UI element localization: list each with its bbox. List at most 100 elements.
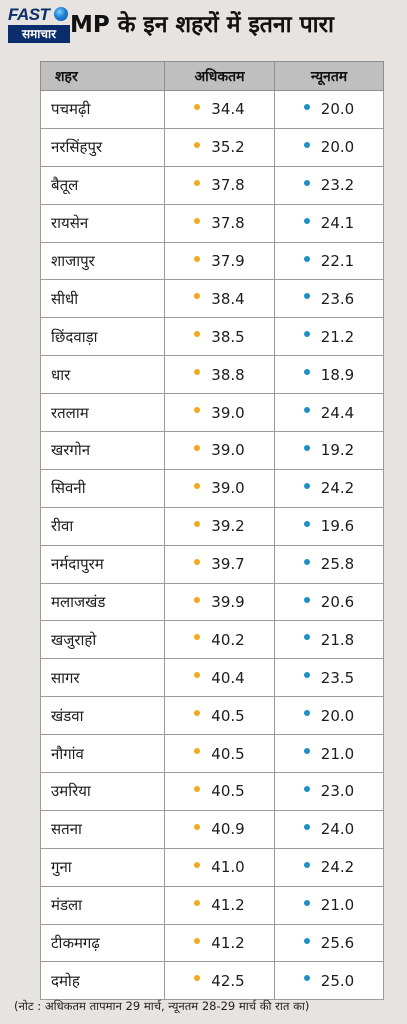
min-temp-value: 21.2 <box>320 327 355 346</box>
min-temp-cell: 24.0 <box>274 809 384 849</box>
min-temp-value: 21.0 <box>320 896 355 915</box>
max-temp-cell: 37.9 <box>164 241 275 281</box>
max-temp-cell: 39.0 <box>164 393 275 433</box>
city-cell: गुना <box>40 847 165 887</box>
max-temp-value: 40.2 <box>211 630 245 649</box>
brand-logo: FAST समाचार <box>8 6 70 46</box>
max-temp-value: 39.0 <box>211 479 245 498</box>
min-temp-value: 23.5 <box>320 668 355 687</box>
city-cell: टीकमगढ़ <box>40 923 165 963</box>
table-row: नरसिंहपुर 35.2 20.0 <box>40 127 384 167</box>
max-temp-cell: 38.8 <box>164 355 275 395</box>
city-cell: सिवनी <box>40 468 165 508</box>
orange-dot-icon <box>194 217 201 224</box>
city-cell: सतना <box>40 809 165 849</box>
blue-dot-icon <box>303 785 310 792</box>
min-temp-value: 20.0 <box>320 706 355 725</box>
orange-dot-icon <box>194 861 201 868</box>
table-row: रतलाम 39.0 24.4 <box>40 393 384 433</box>
blue-dot-icon <box>303 672 310 679</box>
min-temp-value: 24.2 <box>320 479 355 498</box>
max-temp-cell: 34.4 <box>164 90 275 129</box>
blue-dot-icon <box>303 558 310 565</box>
blue-dot-icon <box>303 369 310 376</box>
min-temp-cell: 21.8 <box>274 620 384 660</box>
orange-dot-icon <box>194 331 201 338</box>
min-temp-cell: 24.2 <box>274 847 384 887</box>
orange-dot-icon <box>194 596 201 603</box>
min-temp-cell: 24.4 <box>274 393 384 433</box>
column-header-min: न्यूनतम <box>274 61 384 91</box>
orange-dot-icon <box>194 255 201 262</box>
min-temp-cell: 20.0 <box>274 696 384 736</box>
orange-dot-icon <box>194 672 201 679</box>
min-temp-cell: 20.6 <box>274 582 384 622</box>
orange-dot-icon <box>194 748 201 755</box>
max-temp-value: 39.0 <box>211 441 245 460</box>
max-temp-value: 41.2 <box>211 934 245 953</box>
orange-dot-icon <box>194 937 201 944</box>
city-cell: बैतूल <box>40 165 165 205</box>
min-temp-value: 21.0 <box>320 744 355 763</box>
orange-dot-icon <box>194 103 201 110</box>
blue-dot-icon <box>303 331 310 338</box>
globe-icon <box>54 7 68 21</box>
orange-dot-icon <box>194 823 201 830</box>
orange-dot-icon <box>194 179 201 186</box>
max-temp-value: 37.8 <box>211 176 245 195</box>
logo-text-samachar: समाचार <box>8 25 70 43</box>
max-temp-value: 38.5 <box>211 327 245 346</box>
table-row: सीधी 38.4 23.6 <box>40 279 384 319</box>
table-row: सागर 40.4 23.5 <box>40 658 384 698</box>
max-temp-value: 40.4 <box>211 668 245 687</box>
orange-dot-icon <box>194 785 201 792</box>
max-temp-value: 41.2 <box>211 896 245 915</box>
table-row: बैतूल 37.8 23.2 <box>40 165 384 205</box>
max-temp-cell: 39.7 <box>164 544 275 584</box>
min-temp-cell: 19.2 <box>274 431 384 470</box>
table-row: पचमढ़ी 34.4 20.0 <box>40 90 384 129</box>
table-row: मलाजखंड 39.9 20.6 <box>40 582 384 622</box>
table-row: मंडला 41.2 21.0 <box>40 885 384 925</box>
table-row: रीवा 39.2 19.6 <box>40 506 384 546</box>
blue-dot-icon <box>303 596 310 603</box>
city-cell: मलाजखंड <box>40 582 165 622</box>
min-temp-value: 24.1 <box>320 214 355 233</box>
orange-dot-icon <box>194 710 201 717</box>
page-title: MP के इन शहरों में इतना पारा <box>70 12 334 38</box>
orange-dot-icon <box>194 520 201 527</box>
min-temp-value: 19.6 <box>320 517 355 536</box>
min-temp-cell: 23.5 <box>274 658 384 698</box>
min-temp-value: 25.6 <box>320 934 355 953</box>
max-temp-cell: 35.2 <box>164 127 275 167</box>
max-temp-cell: 39.9 <box>164 582 275 622</box>
min-temp-value: 23.0 <box>320 782 355 801</box>
min-temp-cell: 20.0 <box>274 90 384 129</box>
min-temp-value: 20.0 <box>320 100 355 119</box>
min-temp-cell: 21.2 <box>274 317 384 357</box>
min-temp-value: 20.6 <box>320 593 355 612</box>
table-row: नौगांव 40.5 21.0 <box>40 734 384 774</box>
header-row: शहर अधिकतम न्यूनतम <box>40 61 384 91</box>
orange-dot-icon <box>194 293 201 300</box>
blue-dot-icon <box>303 255 310 262</box>
max-temp-cell: 40.5 <box>164 696 275 736</box>
city-cell: उमरिया <box>40 772 165 811</box>
max-temp-cell: 42.5 <box>164 961 275 1001</box>
max-temp-value: 40.5 <box>211 744 245 763</box>
min-temp-value: 25.8 <box>320 555 355 574</box>
max-temp-value: 34.4 <box>211 100 245 119</box>
max-temp-value: 39.9 <box>211 593 245 612</box>
table-row: गुना 41.0 24.2 <box>40 847 384 887</box>
blue-dot-icon <box>303 217 310 224</box>
min-temp-cell: 23.0 <box>274 772 384 811</box>
max-temp-value: 39.7 <box>211 555 245 574</box>
city-cell: रायसेन <box>40 203 165 243</box>
max-temp-cell: 38.4 <box>164 279 275 319</box>
table-row: छिंदवाड़ा 38.5 21.2 <box>40 317 384 357</box>
city-cell: छिंदवाड़ा <box>40 317 165 357</box>
blue-dot-icon <box>303 899 310 906</box>
blue-dot-icon <box>303 407 310 414</box>
table-row: टीकमगढ़ 41.2 25.6 <box>40 923 384 963</box>
blue-dot-icon <box>303 937 310 944</box>
